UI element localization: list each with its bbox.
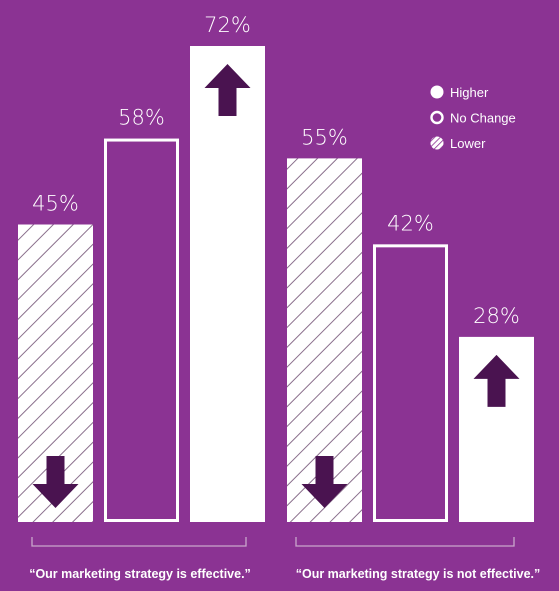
arrow-down-icon bbox=[301, 456, 348, 508]
arrow-up-icon bbox=[204, 64, 251, 116]
value-label-higher-group-2: 28% bbox=[473, 304, 520, 328]
value-label-no-change-group-1: 58% bbox=[118, 106, 165, 130]
value-label-no-change-group-2: 42% bbox=[387, 211, 434, 235]
group-bracket-not-effective bbox=[295, 537, 515, 547]
value-label-higher-group-1: 72% bbox=[204, 13, 251, 37]
value-label-lower-group-2: 55% bbox=[301, 125, 348, 149]
bar-no-change-group-1 bbox=[104, 138, 179, 523]
legend: Higher No Change Lower bbox=[430, 85, 516, 151]
ring-circle-icon bbox=[430, 110, 444, 125]
bar-higher-group-1 bbox=[190, 46, 265, 522]
bars-layer bbox=[18, 46, 534, 523]
value-labels-layer: 45% 58% 72% 55% 42% 28% bbox=[32, 13, 520, 328]
arrow-up-icon bbox=[473, 354, 520, 407]
legend-label-lower: Lower bbox=[450, 136, 486, 151]
bar-no-change-group-2 bbox=[373, 244, 448, 522]
group-bracket-effective bbox=[31, 537, 247, 547]
hatched-circle-icon bbox=[430, 136, 444, 150]
legend-label-higher: Higher bbox=[450, 85, 489, 100]
legend-item-no-change: No Change bbox=[430, 110, 516, 126]
legend-item-lower: Lower bbox=[430, 136, 486, 151]
arrow-down-icon bbox=[32, 456, 79, 508]
value-label-lower-group-1: 45% bbox=[32, 192, 79, 216]
legend-label-no-change: No Change bbox=[450, 111, 516, 126]
legend-item-higher: Higher bbox=[430, 85, 489, 100]
group-label-not-effective: “Our marketing strategy is not effective… bbox=[296, 567, 541, 581]
group-label-effective: “Our marketing strategy is effective.” bbox=[29, 567, 251, 581]
filled-circle-icon bbox=[430, 85, 444, 99]
